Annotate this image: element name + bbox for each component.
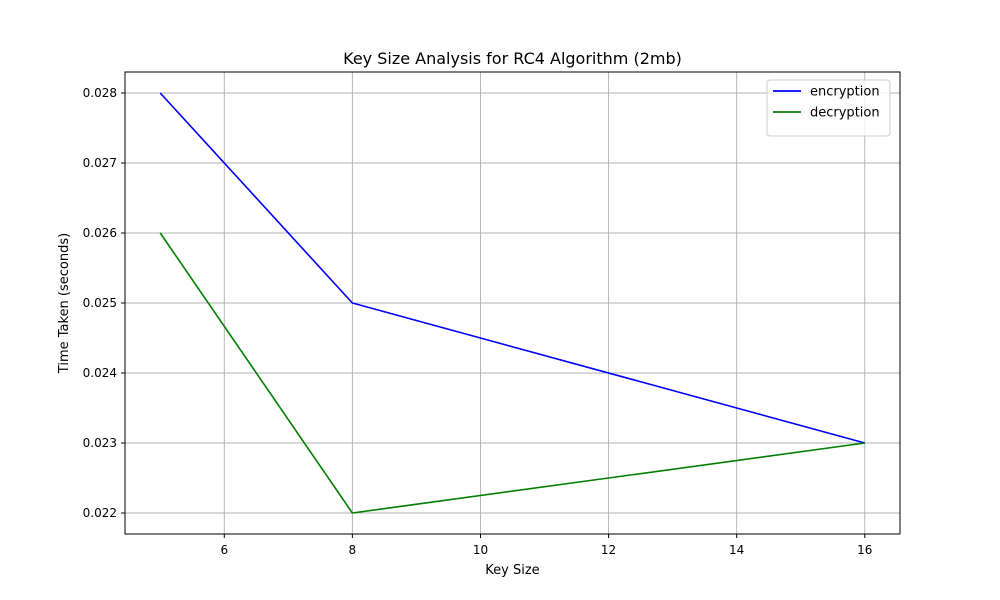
y-tick-label: 0.027 bbox=[83, 156, 117, 170]
legend-box bbox=[766, 79, 891, 137]
x-axis-label: Key Size bbox=[485, 563, 539, 578]
x-tick-label: 14 bbox=[729, 543, 744, 557]
y-tick-label: 0.028 bbox=[83, 86, 117, 100]
series-line-decryption bbox=[159, 232, 865, 514]
grid bbox=[125, 72, 900, 534]
y-tick-label: 0.025 bbox=[83, 296, 117, 310]
series-lines bbox=[159, 92, 865, 514]
y-tick-label: 0.022 bbox=[83, 506, 117, 520]
x-tick-label: 6 bbox=[220, 543, 228, 557]
y-tick-label: 0.024 bbox=[83, 366, 117, 380]
series-line-encryption bbox=[159, 92, 865, 444]
x-tick-label: 16 bbox=[857, 543, 872, 557]
y-tick-label: 0.023 bbox=[83, 436, 117, 450]
y-axis-label: Time Taken (seconds) bbox=[57, 233, 72, 374]
legend-label-decryption: decryption bbox=[810, 106, 880, 121]
legend: encryption decryption bbox=[766, 79, 891, 137]
x-tick-label: 10 bbox=[473, 543, 488, 557]
x-tick-label: 8 bbox=[349, 543, 357, 557]
x-tick-label: 12 bbox=[601, 543, 616, 557]
legend-label-encryption: encryption bbox=[810, 85, 880, 100]
axis-ticks: 6 8 10 12 14 16 0.022 0.023 0.024 0.025 0.026 0.027… bbox=[83, 86, 873, 557]
chart-title: Key Size Analysis for RC4 Algorithm (2mb… bbox=[343, 49, 682, 68]
y-tick-label: 0.026 bbox=[83, 226, 117, 240]
